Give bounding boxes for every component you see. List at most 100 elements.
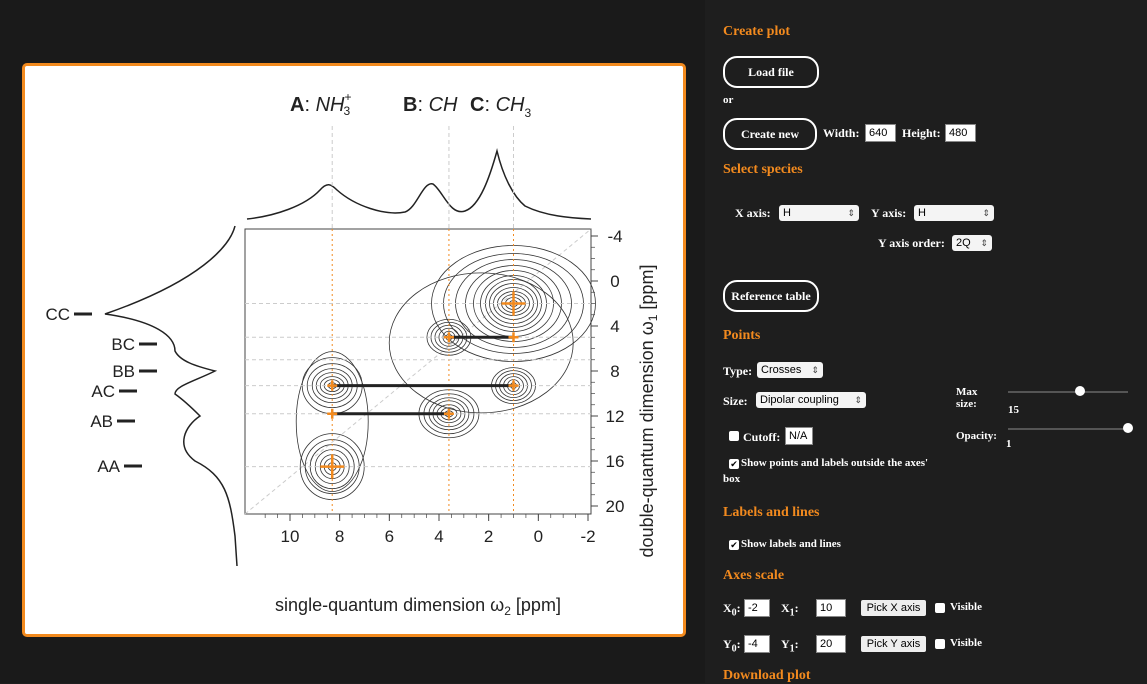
create-plot-title: Create plot [723, 24, 790, 39]
chevron-updown-icon: ⇕ [854, 394, 862, 405]
left-projection [104, 225, 238, 567]
visible-x-label: Visible [950, 601, 982, 613]
size-select[interactable]: Dipolar coupling ⇕ [756, 392, 866, 408]
y-tick-label: 4 [610, 317, 619, 336]
chevron-updown-icon: ⇕ [982, 207, 990, 218]
x0-input[interactable]: -2 [744, 599, 770, 617]
species-heading-b: B: CH [403, 94, 458, 116]
show-points-checkbox[interactable]: ✔ [729, 458, 739, 469]
y-axis-label: double-quantum dimension ω1 [ppm] [637, 265, 660, 558]
x1-label: X1: [781, 601, 799, 619]
y-tick-label: 20 [606, 497, 625, 516]
correlation-lines [332, 335, 514, 416]
pick-y-axis-button[interactable]: Pick Y axis [861, 636, 926, 652]
x-tick-label: 0 [534, 527, 543, 546]
width-label: Width: [823, 126, 860, 140]
select-species-title: Select species [723, 162, 803, 177]
y-axis-order-label: Y axis order: [878, 236, 945, 250]
show-labels-lines-label: Show labels and lines [741, 538, 841, 550]
pair-label: CC [45, 305, 70, 324]
peak-points [320, 291, 526, 479]
max-size-label-2: size: [956, 398, 977, 410]
max-size-slider-track[interactable] [1008, 391, 1128, 393]
chevron-updown-icon: ⇕ [980, 237, 988, 248]
load-file-button[interactable]: Load file [723, 56, 819, 88]
download-plot-title: Download plot [723, 668, 811, 683]
x-tick-label: 2 [484, 527, 493, 546]
contour-ring [489, 283, 538, 324]
species-heading-a: A: NH+ 3 [290, 90, 351, 118]
pair-label: AA [97, 457, 120, 476]
y1-label: Y1: [781, 637, 799, 655]
pair-label: AB [90, 412, 113, 431]
y-axis-select[interactable]: H ⇕ [914, 205, 994, 221]
opacity-slider-thumb[interactable] [1123, 423, 1133, 433]
show-points-label-box: box [723, 473, 741, 485]
pick-x-axis-button[interactable]: Pick X axis [861, 600, 926, 616]
species-heading-c: C: CH3 [470, 94, 531, 120]
create-new-button[interactable]: Create new [723, 118, 817, 150]
opacity-label: Opacity: [956, 430, 997, 442]
width-input[interactable]: 640 [865, 124, 896, 142]
opacity-value: 1 [1006, 438, 1012, 450]
or-label: or [723, 94, 734, 106]
x-tick-label: 10 [281, 527, 300, 546]
axes-scale-title: Axes scale [723, 568, 785, 583]
x1-input[interactable]: 10 [816, 599, 846, 617]
x0-label: X0: [723, 601, 741, 619]
svg-text:C: CH3: C: CH3 [470, 94, 531, 120]
svg-text:A: NH+3: A: NH+ 3 [290, 90, 351, 118]
contour-ring [295, 351, 369, 493]
x-axis-label: X axis: [735, 206, 771, 220]
x-tick-label: 8 [335, 527, 344, 546]
contour-plot [295, 245, 596, 501]
cutoff-label: Cutoff: [743, 430, 781, 444]
max-size-label-1: Max [956, 386, 978, 398]
visible-y-label: Visible [950, 637, 982, 649]
pair-label: BC [111, 335, 135, 354]
y-tick-label: 0 [610, 272, 619, 291]
show-points-label: Show points and labels outside the axes' [741, 457, 929, 469]
size-label: Size: [723, 394, 748, 408]
guide-lines [245, 126, 591, 514]
cutoff-input[interactable]: N/A [785, 427, 813, 445]
y-tick-label: -4 [607, 227, 622, 246]
x-tick-label: 6 [385, 527, 394, 546]
chevron-updown-icon: ⇕ [847, 207, 855, 218]
control-panel: Create plot Load file or Create new Widt… [705, 0, 1147, 683]
x-axis-select[interactable]: H ⇕ [779, 205, 859, 221]
max-size-slider-thumb[interactable] [1075, 386, 1085, 396]
x-tick-label: 4 [434, 527, 443, 546]
y1-input[interactable]: 20 [816, 635, 846, 653]
y0-input[interactable]: -4 [744, 635, 770, 653]
x-tick-label: -2 [580, 527, 595, 546]
type-select[interactable]: Crosses ⇕ [757, 362, 823, 378]
x-axis-ticks: 10 8 6 4 2 0 -2 [264, 514, 596, 546]
height-input[interactable]: 480 [945, 124, 976, 142]
pair-label: BB [112, 362, 135, 381]
cutoff-checkbox[interactable] [729, 431, 739, 441]
visible-x-checkbox[interactable] [935, 603, 945, 613]
pair-label: AC [91, 382, 115, 401]
visible-y-checkbox[interactable] [935, 639, 945, 649]
y-axis-ticks: -4 0 4 8 12 16 20 [591, 227, 624, 516]
y-axis-label: Y axis: [871, 206, 907, 220]
y-tick-label: 16 [606, 452, 625, 471]
x-axis-label: single-quantum dimension ω2 [ppm] [275, 595, 561, 618]
contour-ring [388, 272, 574, 414]
plot-area: A: NH+ 3 B: CH C: CH3 CC BC BB AC AB AA 10 8 6 4 2 [22, 63, 686, 637]
height-label: Height: [902, 126, 941, 140]
plot-frame[interactable]: A: NH+ 3 B: CH C: CH3 CC BC BB AC AB AA 10 8 6 4 2 [22, 63, 686, 637]
show-labels-lines-checkbox[interactable]: ✔ [729, 539, 739, 550]
chevron-updown-icon: ⇕ [811, 364, 819, 375]
opacity-slider-track[interactable] [1008, 428, 1128, 430]
diagonal-line [244, 228, 592, 515]
top-projection [246, 148, 592, 220]
y-axis-order-select[interactable]: 2Q ⇕ [952, 235, 992, 251]
labels-lines-title: Labels and lines [723, 505, 820, 520]
max-size-value: 15 [1008, 404, 1019, 416]
y-tick-label: 8 [610, 362, 619, 381]
reference-table-button[interactable]: Reference table [723, 280, 819, 312]
svg-text:B: CH: B: CH [403, 94, 458, 116]
